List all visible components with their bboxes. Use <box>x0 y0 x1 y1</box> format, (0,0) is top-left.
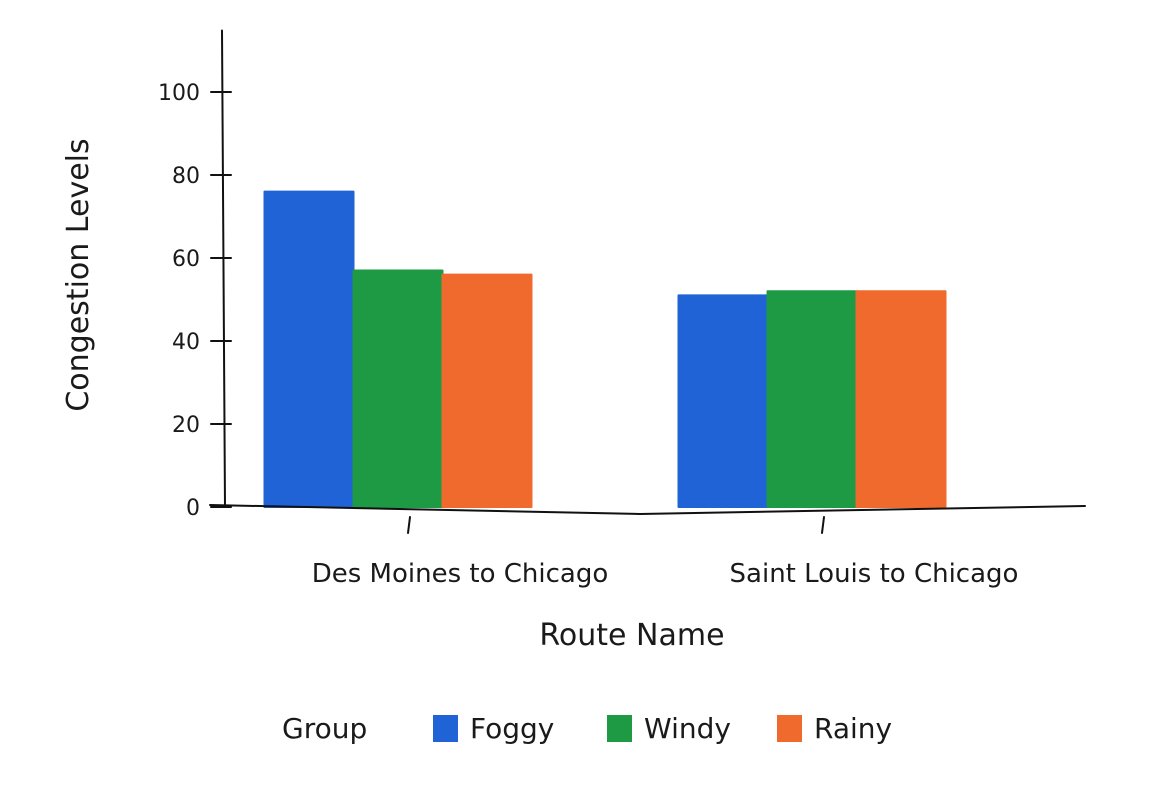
x-axis-line <box>209 504 1086 516</box>
x-category-label-2: Saint Louis to Chicago <box>730 559 1019 589</box>
bar-rainy-1 <box>441 273 533 508</box>
y-tick-label-100: 100 <box>158 81 200 106</box>
y-tick-label-20: 20 <box>172 413 200 438</box>
legend-title: Group <box>282 712 367 745</box>
bar-rainy-2 <box>855 290 947 509</box>
legend: Group Foggy Windy Rainy <box>282 712 892 745</box>
legend-swatch-rainy <box>777 715 802 742</box>
legend-swatch-foggy <box>433 715 458 742</box>
legend-label-windy: Windy <box>644 712 731 745</box>
y-tick-label-0: 0 <box>186 496 200 521</box>
y-axis-title: Congestion Levels <box>61 138 96 411</box>
bars-layer <box>263 190 947 509</box>
labels-layer: 0 20 40 60 80 100 Des Moines to Chicago Saint L… <box>61 81 1018 653</box>
legend-label-foggy: Foggy <box>470 712 554 745</box>
y-axis-line <box>221 29 226 508</box>
bar-foggy-2 <box>677 294 769 508</box>
legend-label-rainy: Rainy <box>814 712 892 745</box>
x-axis-title: Route Name <box>539 618 724 653</box>
y-tick-label-60: 60 <box>172 247 200 272</box>
bar-windy-1 <box>352 269 444 509</box>
x-tick-2 <box>821 516 825 534</box>
y-tick-label-40: 40 <box>172 330 200 355</box>
legend-swatch-windy <box>607 715 632 742</box>
y-tick-label-80: 80 <box>172 164 200 189</box>
x-tick-1 <box>407 516 411 534</box>
x-category-label-1: Des Moines to Chicago <box>312 559 609 589</box>
bar-windy-2 <box>766 290 858 509</box>
bar-foggy-1 <box>263 190 355 508</box>
axes-layer <box>209 29 1086 534</box>
